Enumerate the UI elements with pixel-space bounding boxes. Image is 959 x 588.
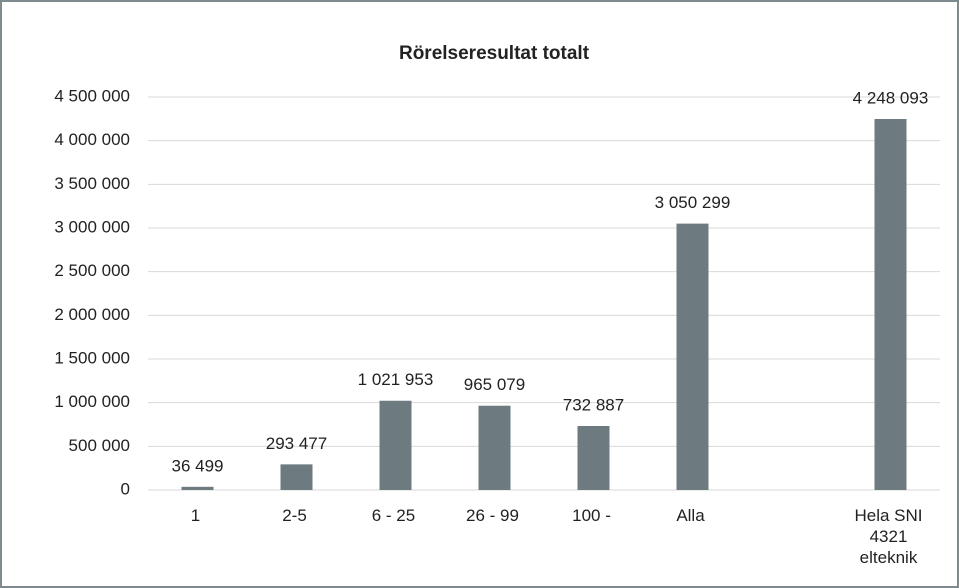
bar: [577, 425, 610, 490]
chart-title: Rörelseresultat totalt: [399, 43, 590, 64]
bar: [676, 223, 709, 490]
value-label: 1 021 953: [358, 370, 434, 389]
y-tick-label: 1 500 000: [54, 348, 130, 367]
y-tick-label: 2 000 000: [54, 305, 130, 324]
x-tick-label: Hela SNI 4321 elteknik: [854, 506, 923, 567]
y-tick-label: 3 000 000: [54, 217, 130, 236]
bar: [379, 400, 412, 490]
value-label: 293 477: [266, 434, 327, 453]
x-tick-label: 1: [190, 506, 201, 525]
bar: [280, 464, 313, 490]
y-tick-label: 3 500 000: [54, 174, 130, 193]
x-tick-label: 2-5: [282, 506, 307, 525]
value-label: 965 079: [464, 375, 525, 394]
value-label: 4 248 093: [853, 88, 929, 107]
x-tick-label: 26 - 99: [466, 506, 519, 525]
value-label: 36 499: [172, 456, 224, 475]
bar: [181, 486, 214, 490]
bar: [874, 118, 907, 490]
x-tick-label: Alla: [676, 506, 705, 525]
y-tick-label: 4 500 000: [54, 86, 130, 105]
y-tick-label: 4 000 000: [54, 130, 130, 149]
x-tick-label: 6 - 25: [371, 506, 416, 525]
x-tick-label: 100 -: [572, 506, 611, 525]
bar: [478, 405, 511, 490]
value-label: 3 050 299: [655, 193, 731, 212]
y-tick-label: 500 000: [69, 436, 130, 455]
y-tick-label: 1 000 000: [54, 392, 130, 411]
y-tick-label: 2 500 000: [54, 261, 130, 280]
value-label: 732 887: [563, 395, 624, 414]
y-tick-label: 0: [121, 479, 130, 498]
